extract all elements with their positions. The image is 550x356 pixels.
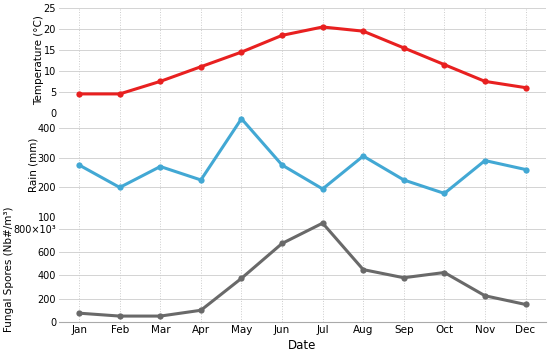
X-axis label: Date: Date bbox=[288, 339, 317, 352]
Y-axis label: Temperature (°C): Temperature (°C) bbox=[35, 16, 45, 105]
Y-axis label: Fungal Spores (Nb#/m³): Fungal Spores (Nb#/m³) bbox=[4, 207, 14, 333]
Y-axis label: Rain (mm): Rain (mm) bbox=[29, 138, 38, 192]
